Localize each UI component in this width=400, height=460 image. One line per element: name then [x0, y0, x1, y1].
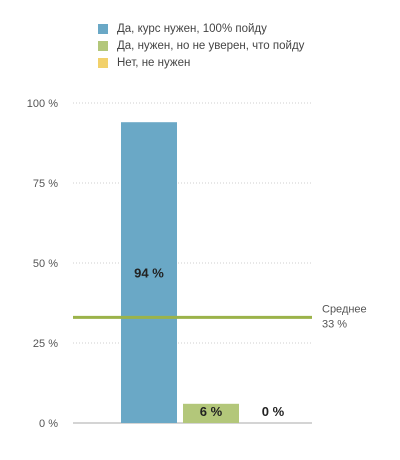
legend-item-3: Нет, не нужен	[98, 54, 304, 71]
y-tick-label-75: 75 %	[33, 178, 58, 190]
legend-item-2: Да, нужен, но не уверен, что пойду	[98, 37, 304, 54]
data-labels-layer: 94 % 6 % 0 %	[134, 266, 284, 419]
average-label: Среднее	[322, 303, 367, 315]
grid-layer: 0 % 25 % 50 % 75 % 100 %	[27, 98, 312, 430]
average-layer: Среднее 33 %	[73, 303, 367, 330]
legend-swatch-3	[98, 57, 108, 68]
data-label-3: 0 %	[262, 404, 285, 419]
y-tick-label-0: 0 %	[39, 418, 58, 430]
average-value-label: 33 %	[322, 318, 347, 330]
legend-swatch-1	[98, 23, 108, 34]
legend-swatch-2	[98, 40, 108, 51]
y-tick-label-50: 50 %	[33, 258, 58, 270]
bar-2	[183, 403, 239, 423]
y-tick-label-25: 25 %	[33, 338, 58, 350]
legend-label-1: Да, курс нужен, 100% пойду	[117, 22, 267, 35]
legend-label-3: Нет, не нужен	[117, 56, 191, 69]
bar-1	[121, 122, 177, 423]
y-tick-label-100: 100 %	[27, 98, 58, 110]
legend: Да, курс нужен, 100% пойду Да, нужен, но…	[98, 20, 304, 71]
legend-item-1: Да, курс нужен, 100% пойду	[98, 20, 304, 37]
bars-layer	[121, 122, 239, 423]
data-label-1: 94 %	[134, 266, 164, 281]
data-label-2: 6 %	[200, 404, 223, 419]
legend-label-2: Да, нужен, но не уверен, что пойду	[117, 39, 305, 52]
